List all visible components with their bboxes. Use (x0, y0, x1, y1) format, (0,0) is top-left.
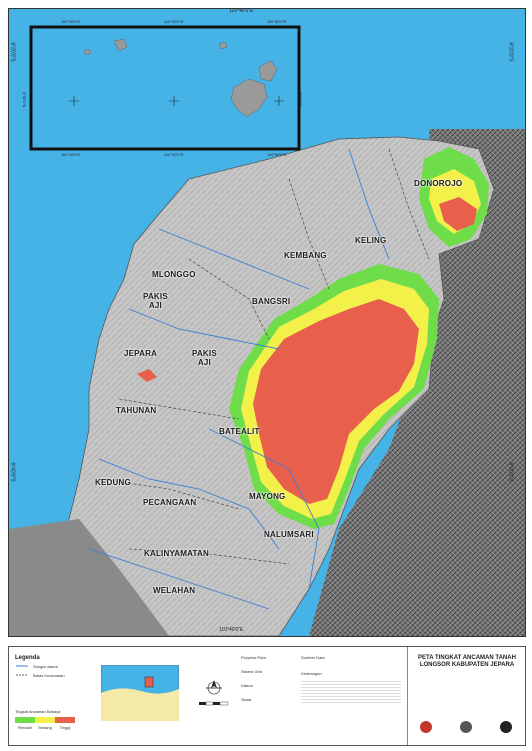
place-keling: KELING (355, 236, 387, 245)
info-projection: Proyeksi Peta (241, 655, 266, 660)
legend-item-boundary: Batas Kecamatan (33, 673, 65, 678)
place-kedung: KEDUNG (95, 478, 131, 487)
locator-highlight (144, 676, 154, 688)
map-canvas (9, 9, 525, 636)
hazard-medium-swatch (35, 717, 55, 723)
place-batealit: BATEALIT (219, 427, 260, 436)
hazard-high-swatch (55, 717, 75, 723)
legend-panel: Legenda Sungai utama Batas Kecamatan Tin… (8, 646, 526, 746)
info-scale: Skala (241, 697, 252, 702)
inset-top-label-1: 110°10'0"E (61, 19, 81, 24)
notes-text-lines (301, 679, 401, 703)
legend-title: Legenda (15, 655, 40, 661)
inset-bottom-label-3: 110°50'0"E (267, 152, 287, 157)
inset-side-label-right: 5°50'0"S (298, 91, 304, 108)
place-pakis-aji-south: PAKIS AJI (192, 349, 217, 367)
place-welahan: WELAHAN (153, 586, 196, 595)
hazard-low-swatch (15, 717, 35, 723)
place-tahunan: TAHUNAN (116, 406, 157, 415)
hazard-scale-label: Tingkat Ancaman Bahaya (15, 709, 61, 714)
main-rivers (88, 148, 390, 610)
info-notes: Keterangan (301, 671, 322, 676)
place-pecangaan: PECANGAAN (143, 498, 197, 507)
locator-map (101, 665, 179, 721)
scale-bar (199, 701, 229, 706)
inset-grid-marks (69, 96, 284, 106)
info-grid: Sistem Grid (241, 669, 262, 674)
hazard-class-high: Tinggi (59, 725, 71, 730)
inset-top-label-2: 110°30'0"E (164, 19, 184, 24)
logo-right-icon (500, 721, 512, 733)
inset-bottom-label-1: 110°10'0"E (61, 152, 81, 157)
info-datum: Datum (241, 683, 253, 688)
inset-side-label-left: 5°50'0"S (22, 91, 28, 108)
legend-item-river: Sungai utama (33, 664, 58, 669)
place-nalumsari: NALUMSARI (264, 530, 314, 539)
hazard-class-medium: Sedang (38, 725, 52, 730)
compass-icon (206, 680, 222, 695)
hazard-high-zone (253, 299, 419, 504)
info-source: Sumber Data (301, 655, 325, 660)
logo-middle-icon (460, 721, 472, 733)
logo-left-icon (420, 721, 432, 733)
left-coordinate-top: 6°20'0"S (9, 42, 16, 62)
place-mlonggo: MLONGGO (152, 270, 196, 279)
jepara-hazard-spot (137, 369, 157, 382)
right-coordinate-bottom: 6°40'0"S (507, 462, 514, 482)
place-pakis-aji-north: PAKIS AJI (143, 292, 168, 310)
legend-symbols (16, 665, 28, 676)
district-boundaries (98, 148, 430, 565)
inset-top-label-3: 110°50'0"E (267, 19, 287, 24)
map-frame: 110°40'0"E 110°40'0"E 6°20'0"S 6°40'0"S … (8, 8, 526, 637)
place-jepara: JEPARA (124, 349, 158, 358)
inset-bottom-label-2: 110°30'0"E (164, 152, 184, 157)
place-kalinyamatan: KALINYAMATAN (144, 549, 209, 558)
place-bangsri: BANGSRI (252, 297, 291, 306)
inset-islands (83, 38, 278, 118)
right-coordinate-top: 6°20'0"S (507, 42, 514, 62)
bottom-coordinate: 110°40'0"E (219, 627, 244, 633)
left-coordinate-bottom: 6°40'0"S (9, 462, 16, 482)
top-coordinate: 110°40'0"E (229, 8, 254, 14)
place-kembang: KEMBANG (284, 251, 327, 260)
place-donorojo: DONOROJO (414, 179, 463, 188)
southwest-terrain (9, 519, 169, 636)
title-block: PETA TINGKAT ANCAMAN TANAH LONGSOR KABUP… (407, 647, 526, 745)
donorojo-high-zone (439, 197, 477, 231)
hazard-class-low: Rendah (17, 725, 32, 730)
hazard-color-bar (15, 717, 75, 723)
place-mayong: MAYONG (249, 492, 286, 501)
map-title: PETA TINGKAT ANCAMAN TANAH LONGSOR KABUP… (418, 655, 516, 668)
logos (420, 721, 512, 733)
